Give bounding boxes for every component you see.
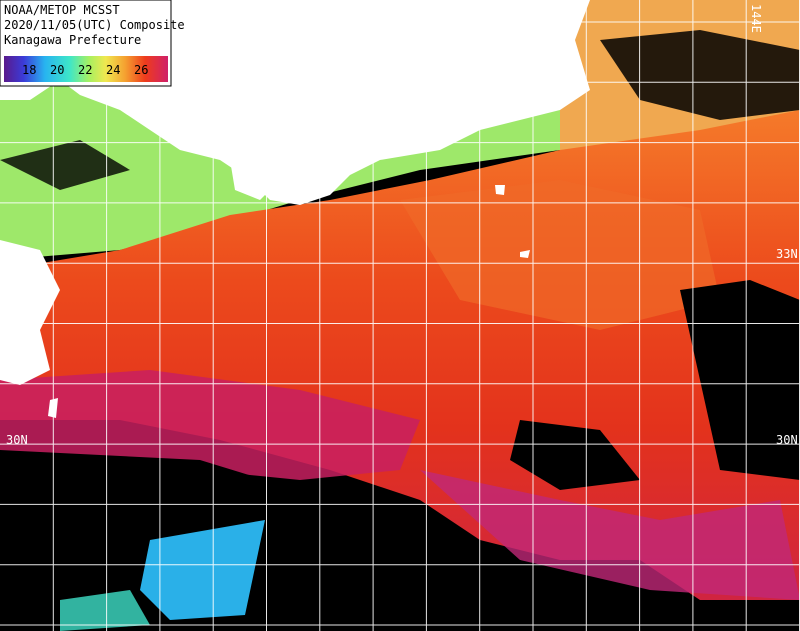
- legend-title: Kanagawa Prefecture: [4, 33, 141, 47]
- latitude-label: 30N: [776, 433, 798, 447]
- scale-tick-label: 18: [22, 63, 36, 77]
- latitude-label: 33N: [776, 247, 798, 261]
- color-scale: [4, 56, 168, 82]
- legend-title: 2020/11/05(UTC) Composite: [4, 18, 185, 32]
- grid-labels: 136E 144E 33N 30N 30N: [6, 4, 798, 447]
- scale-tick-label: 20: [50, 63, 64, 77]
- legend: NOAA/METOP MCSST 2020/11/05(UTC) Composi…: [0, 0, 185, 87]
- legend-title: NOAA/METOP MCSST: [4, 3, 120, 17]
- longitude-label: 144E: [749, 4, 763, 33]
- latitude-label: 30N: [6, 433, 28, 447]
- scale-tick-label: 22: [78, 63, 92, 77]
- scale-tick-label: 24: [106, 63, 120, 77]
- longitude-label: 136E: [323, 4, 337, 33]
- scale-tick-label: 26: [134, 63, 148, 77]
